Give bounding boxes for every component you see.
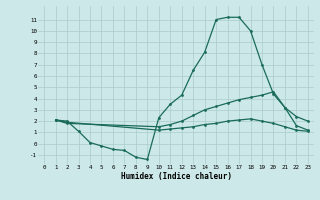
X-axis label: Humidex (Indice chaleur): Humidex (Indice chaleur) <box>121 172 231 181</box>
